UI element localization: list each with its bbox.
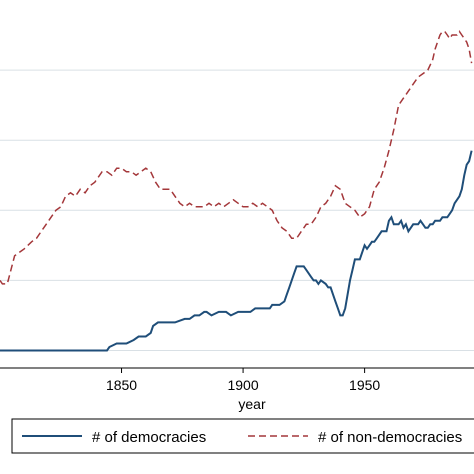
x-tick-label-1900: 1900 — [227, 377, 258, 393]
series-line-democracies — [0, 150, 473, 352]
series-layer — [0, 30, 473, 352]
series-line-non-democracies — [0, 30, 473, 285]
x-tick-label-1850: 1850 — [106, 377, 137, 393]
x-tick-label-1950: 1950 — [349, 377, 380, 393]
legend-label-non-democracies: # of non-democracies — [318, 429, 462, 446]
gridlines — [0, 69, 474, 351]
x-tick-labels: 1850 1900 1950 — [106, 368, 380, 393]
x-axis-title: year — [238, 396, 266, 412]
legend: # of democracies # of non-democracies — [11, 418, 474, 454]
legend-label-democracies: # of democracies — [92, 429, 206, 446]
legend-box — [11, 418, 474, 454]
